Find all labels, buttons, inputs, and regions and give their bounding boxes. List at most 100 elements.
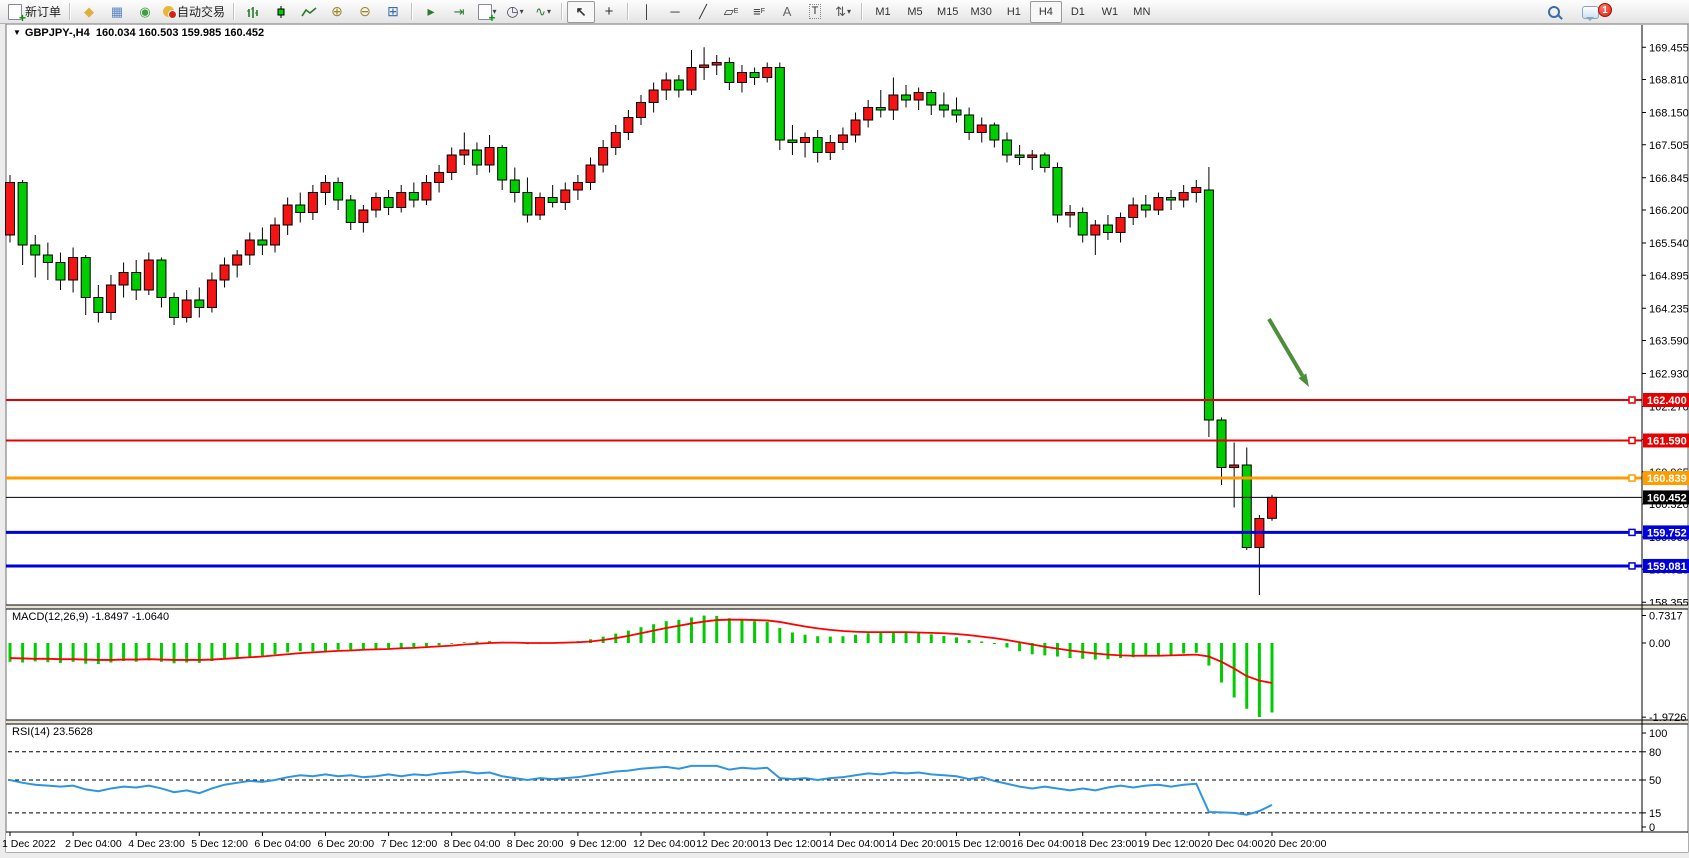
channel-icon: ▱ bbox=[723, 4, 734, 19]
auto-scroll-button[interactable]: ▸ bbox=[417, 1, 445, 23]
time-tick-label: 5 Dec 12:00 bbox=[191, 838, 248, 850]
trendline-tool-button[interactable]: ╱ bbox=[689, 1, 717, 23]
pane-splitter[interactable] bbox=[6, 605, 1688, 609]
new-order-button[interactable]: 新订单 bbox=[4, 1, 65, 25]
timeframe-D1[interactable]: D1 bbox=[1070, 5, 1085, 18]
chart-shift-button[interactable]: ⇥ bbox=[445, 1, 473, 23]
search-button[interactable] bbox=[1540, 1, 1568, 23]
time-tick-label: 14 Dec 04:00 bbox=[822, 838, 885, 850]
timeframe-H4[interactable]: H4 bbox=[1029, 0, 1062, 23]
candle-body bbox=[964, 114, 975, 133]
candle-body bbox=[396, 192, 407, 208]
candle-body bbox=[105, 284, 116, 313]
candle-body bbox=[1014, 154, 1025, 158]
clock-icon: ◷ bbox=[506, 3, 519, 19]
line-chart-button[interactable] bbox=[295, 1, 323, 23]
new-order-icon bbox=[8, 3, 26, 25]
indicator-list-icon: ∿ bbox=[535, 4, 546, 19]
horizontal-line-icon: ─ bbox=[670, 4, 680, 19]
time-tick-label: 6 Dec 04:00 bbox=[254, 838, 311, 850]
candle-body bbox=[1267, 496, 1277, 519]
hline-handle[interactable] bbox=[1628, 528, 1636, 537]
terminal-button[interactable]: ▦ bbox=[103, 1, 131, 23]
notifications-button[interactable]: 1 bbox=[1576, 1, 1612, 23]
fibonacci-tool-button[interactable]: ≡ F bbox=[745, 1, 773, 23]
chart-window-frame bbox=[5, 23, 1689, 853]
candle-body bbox=[1229, 464, 1240, 468]
candle-body bbox=[1027, 154, 1038, 158]
cursor-icon: ↖ bbox=[575, 4, 587, 19]
hline-handle[interactable] bbox=[1628, 562, 1636, 570]
chart-symbol-title[interactable]: ▼ GBPJPY-,H4 160.034 160.503 159.985 160.… bbox=[13, 27, 264, 39]
notification-badge[interactable]: 1 bbox=[1598, 3, 1612, 17]
new-chart-button[interactable]: ▾ bbox=[473, 1, 501, 25]
toolbar-separator bbox=[627, 3, 630, 20]
price-label-box bbox=[1643, 433, 1689, 448]
rsi-indicator-label: RSI(14) 23.5628 bbox=[12, 726, 93, 738]
trend-arrow-head[interactable] bbox=[1298, 373, 1309, 387]
price-tick-label: 165.540 bbox=[1649, 238, 1689, 250]
price-label-text: 160.452 bbox=[1647, 492, 1687, 504]
candle-body bbox=[774, 67, 785, 141]
candle-body bbox=[118, 272, 129, 286]
price-label-box bbox=[1643, 393, 1689, 407]
candle-body bbox=[295, 204, 306, 213]
zoom-in-button[interactable]: ⊕ bbox=[323, 1, 351, 23]
timeframe-M15[interactable]: M15 bbox=[937, 5, 959, 18]
dropdown-caret-icon: ▾ bbox=[546, 7, 551, 16]
macd-tick-label: -1.9726 bbox=[1649, 712, 1686, 724]
candle-body bbox=[509, 179, 520, 193]
timeframe-W1[interactable]: W1 bbox=[1101, 5, 1119, 18]
time-tick-label: 18 Dec 23:00 bbox=[1075, 838, 1138, 850]
candle-body bbox=[1090, 224, 1101, 236]
candle-body bbox=[5, 182, 15, 236]
timeframe-M5[interactable]: M5 bbox=[907, 5, 923, 18]
channel-sub-label: E bbox=[733, 8, 739, 15]
hline-handle[interactable] bbox=[1628, 436, 1636, 445]
bar-chart-button[interactable] bbox=[239, 1, 267, 23]
price-label-box bbox=[1643, 471, 1689, 486]
trend-arrow-annotation[interactable] bbox=[1267, 317, 1305, 377]
charts-button[interactable]: ◆ bbox=[75, 1, 103, 23]
timeframe-M1[interactable]: M1 bbox=[875, 5, 891, 18]
time-tick-label: 12 Dec 04:00 bbox=[633, 838, 696, 850]
arrows-tool-icon: ⇅ bbox=[835, 4, 846, 19]
chat-bubble-icon bbox=[1581, 5, 1599, 21]
rsi-tick-label: 15 bbox=[1649, 808, 1661, 820]
candle-body bbox=[837, 134, 848, 143]
text-tool-icon: A bbox=[782, 4, 792, 19]
cursor-tool-button[interactable]: ↖ bbox=[567, 0, 596, 23]
label-tool-button[interactable]: T bbox=[801, 1, 829, 23]
text-tool-button[interactable]: A bbox=[773, 1, 801, 23]
vertical-line-tool-button[interactable]: │ bbox=[633, 1, 661, 23]
rsi-tick-label: 100 bbox=[1649, 728, 1667, 740]
time-axis-bg bbox=[6, 833, 1688, 852]
indicators-button[interactable]: ∿ ▾ bbox=[529, 1, 557, 23]
zoom-out-button[interactable]: ⊖ bbox=[351, 1, 379, 23]
timeframe-M30[interactable]: M30 bbox=[970, 5, 992, 18]
vertical-line-icon: │ bbox=[642, 4, 652, 19]
period-button[interactable]: ◷ ▾ bbox=[501, 1, 529, 23]
candle-body bbox=[572, 182, 583, 191]
tile-windows-button[interactable]: ⊞ bbox=[379, 1, 407, 23]
hline-handle[interactable] bbox=[1628, 396, 1636, 404]
candle-body bbox=[913, 92, 924, 101]
candlestick-chart-icon bbox=[277, 5, 285, 18]
auto-trading-button[interactable]: 自动交易 bbox=[159, 1, 229, 23]
timeframe-MN[interactable]: MN bbox=[1133, 5, 1151, 18]
pane-splitter[interactable] bbox=[6, 720, 1688, 724]
candle-body bbox=[358, 209, 369, 223]
signals-button[interactable]: ◉ bbox=[131, 1, 159, 23]
crosshair-tool-button[interactable]: + bbox=[595, 1, 623, 23]
timeframe-H1[interactable]: H1 bbox=[1006, 5, 1021, 18]
arrows-tool-button[interactable]: ⇅ ▾ bbox=[829, 1, 857, 23]
hline-handle[interactable] bbox=[1628, 474, 1636, 482]
candle-body bbox=[370, 197, 381, 211]
candle-body bbox=[1140, 204, 1151, 211]
channel-tool-button[interactable]: ▱ E bbox=[717, 1, 745, 23]
candlestick-chart-button[interactable] bbox=[267, 1, 295, 23]
price-tick-label: 169.455 bbox=[1649, 42, 1689, 54]
horizontal-line-tool-button[interactable]: ─ bbox=[661, 1, 689, 23]
candle-body bbox=[68, 257, 79, 281]
